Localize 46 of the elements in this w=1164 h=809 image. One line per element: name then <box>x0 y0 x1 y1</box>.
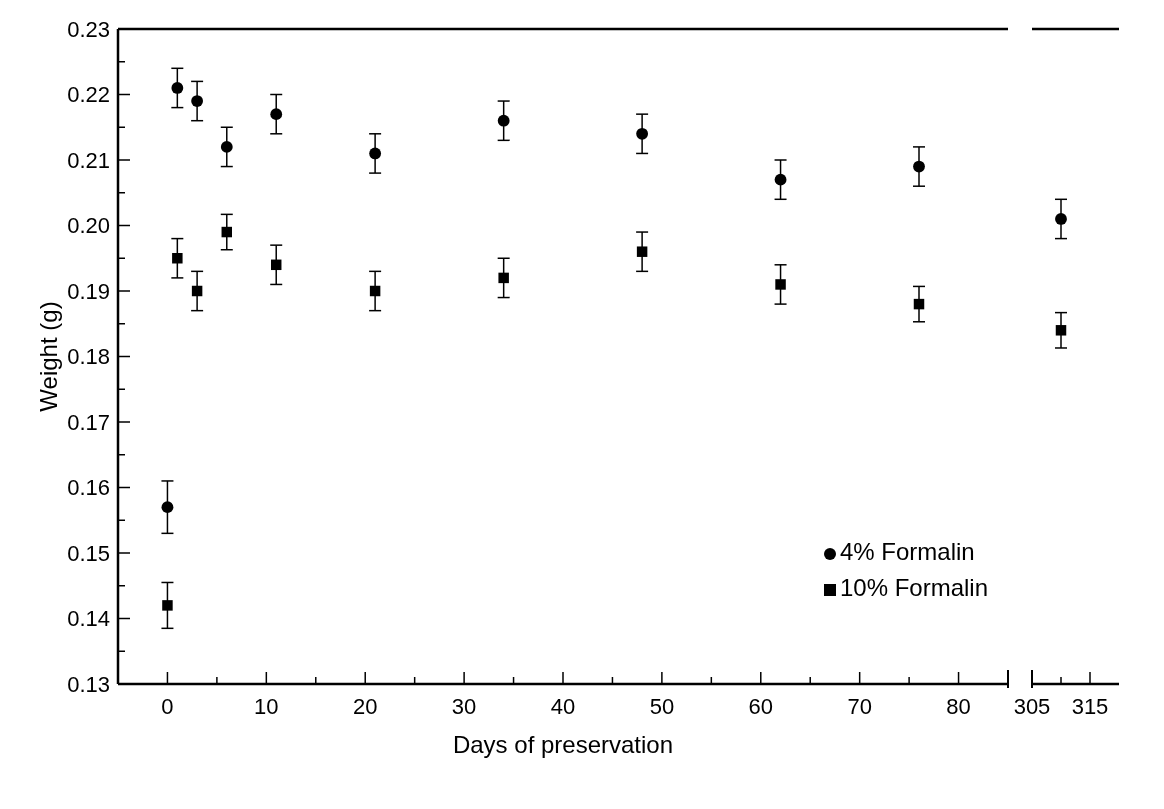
y-tick-label: 0.15 <box>67 540 110 566</box>
point <box>497 114 510 127</box>
point <box>220 140 233 153</box>
point <box>270 108 283 121</box>
point <box>161 501 174 514</box>
point <box>775 279 786 290</box>
point <box>270 259 282 271</box>
point <box>636 246 648 257</box>
legend-label: 10% Formalin <box>839 574 988 601</box>
x-tick-label: 20 <box>352 694 378 719</box>
y-tick-label: 0.22 <box>67 82 110 108</box>
y-tick-label: 0.23 <box>67 16 110 42</box>
point <box>369 147 382 160</box>
point <box>221 226 233 238</box>
point <box>913 160 925 173</box>
y-tick-label: 0.16 <box>67 475 110 501</box>
point <box>172 253 183 264</box>
y-tick-label: 0.17 <box>67 409 110 435</box>
point <box>774 173 787 186</box>
x-tick-label: 60 <box>748 694 774 719</box>
point <box>369 285 381 297</box>
y-tick-label: 0.19 <box>67 278 110 304</box>
y-tick-label: 0.20 <box>67 213 110 239</box>
x-tick-label: 80 <box>946 694 971 719</box>
y-tick-label: 0.18 <box>67 344 110 370</box>
y-tick-label: 0.13 <box>67 671 110 697</box>
x-tick-label: 305 <box>1013 694 1051 719</box>
y-tick-label: 0.14 <box>67 606 110 632</box>
y-axis-title: Weight (g) <box>34 301 62 412</box>
point <box>913 298 925 310</box>
x-tick-label: 70 <box>847 694 872 719</box>
x-axis-title: Days of preservation <box>452 731 674 759</box>
point <box>636 127 649 140</box>
x-tick-label: 30 <box>451 694 477 719</box>
point <box>498 272 509 284</box>
x-tick-label: 40 <box>550 694 576 719</box>
y-tick-label: 0.21 <box>67 147 110 173</box>
x-tick-label: 315 <box>1071 694 1109 719</box>
point <box>171 82 184 94</box>
x-tick-label: 0 <box>161 694 174 719</box>
x-tick-label: 50 <box>649 694 675 719</box>
legend-label: 4% Formalin <box>839 538 975 565</box>
x-tick-label: 10 <box>254 694 279 719</box>
point <box>191 95 204 107</box>
point <box>191 285 203 297</box>
point <box>162 600 173 611</box>
